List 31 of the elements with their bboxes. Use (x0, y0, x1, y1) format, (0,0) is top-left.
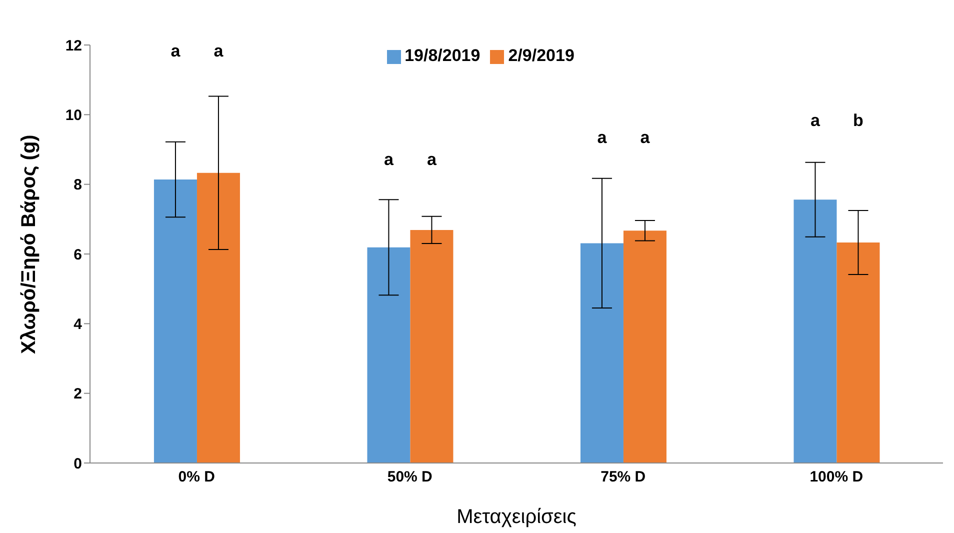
y-tick-label: 6 (74, 246, 82, 264)
y-tick-label: 2 (74, 386, 82, 403)
annotation: a (170, 42, 181, 61)
x-tick-label: 75% D (600, 468, 646, 486)
y-axis-title: Χλωρό/Ξηρό Βάρος (g) (18, 134, 40, 354)
x-tick-label: 0% D (178, 468, 216, 486)
annotation: b (853, 111, 864, 130)
bar (154, 179, 197, 463)
x-axis-title: Μεταχειρίσεις (456, 506, 577, 528)
bar (836, 242, 880, 463)
x-tick-label: 50% D (387, 468, 433, 486)
annotation: a (384, 150, 394, 170)
annotation: a (597, 128, 608, 147)
y-tick-label: 4 (74, 316, 83, 333)
bar (794, 200, 837, 463)
annotation: a (810, 111, 820, 130)
x-tick-label: 100% D (810, 468, 864, 486)
bar (410, 230, 454, 463)
y-tick-label: 10 (65, 106, 82, 124)
bar (623, 230, 666, 463)
bar (580, 243, 624, 463)
legend-label: 2/9/2019 (508, 46, 574, 65)
y-tick-label: 8 (74, 176, 82, 194)
bar (196, 172, 240, 463)
y-tick-label: 12 (65, 37, 82, 54)
annotation: a (640, 128, 650, 147)
legend-label: 19/8/2019 (404, 46, 480, 65)
annotation: a (214, 42, 224, 61)
annotation: a (426, 150, 437, 170)
y-tick-label: 0 (74, 455, 82, 472)
bar (367, 247, 410, 463)
